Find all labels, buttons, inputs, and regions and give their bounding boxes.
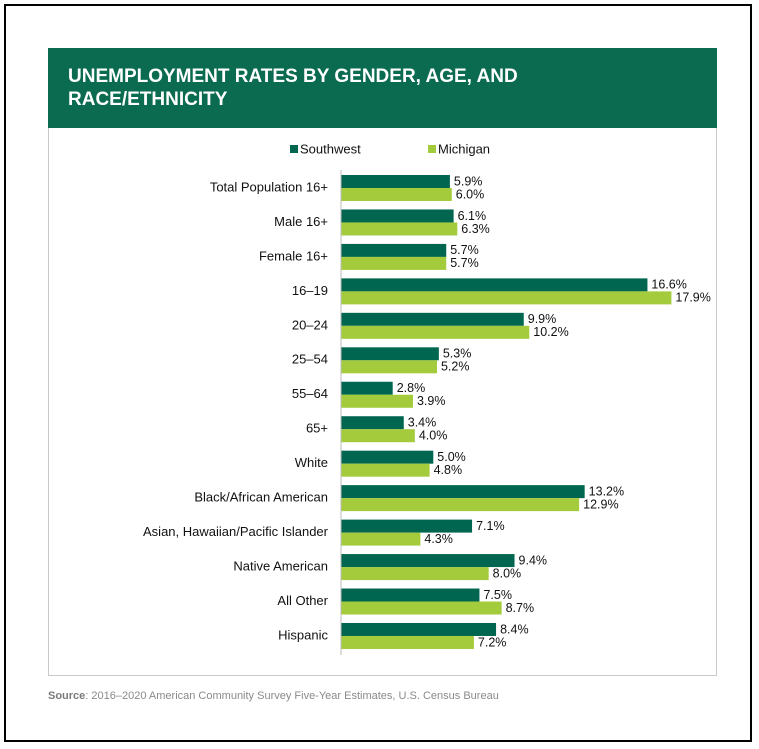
bar	[341, 360, 437, 374]
value-label: 2.8%	[397, 381, 426, 395]
value-label: 4.3%	[424, 532, 453, 546]
bar	[341, 209, 454, 223]
y-tick-label: 65+	[306, 421, 328, 436]
bar	[341, 588, 480, 602]
header: UNEMPLOYMENT RATES BY GENDER, AGE, AND R…	[48, 48, 717, 128]
value-label: 5.0%	[437, 450, 466, 464]
bar	[341, 381, 393, 395]
source-label: Source	[48, 690, 86, 702]
bar	[341, 635, 474, 649]
value-label: 5.7%	[450, 243, 479, 257]
value-label: 5.7%	[450, 256, 479, 270]
frame	[4, 4, 752, 742]
bar	[341, 450, 434, 464]
bar	[341, 519, 473, 533]
value-label: 4.0%	[419, 429, 448, 443]
value-label: 8.0%	[493, 566, 522, 580]
value-label: 7.2%	[478, 635, 507, 649]
y-tick-label: 20–24	[292, 317, 328, 332]
value-label: 10.2%	[533, 325, 568, 339]
value-label: 5.3%	[443, 347, 472, 361]
y-tick-label: Asian, Hawaiian/Pacific Islander	[143, 524, 329, 539]
bar	[341, 394, 413, 408]
bar	[341, 256, 447, 270]
value-label: 12.9%	[583, 497, 618, 511]
legend-label: Michigan	[438, 141, 490, 156]
bar	[341, 485, 585, 499]
y-tick-label: Native American	[233, 558, 328, 573]
source-text: : 2016–2020 American Community Survey Fi…	[85, 690, 499, 702]
bar	[341, 567, 489, 581]
y-tick-label: 55–64	[292, 386, 328, 401]
bar	[341, 278, 648, 292]
value-label: 13.2%	[589, 484, 624, 498]
value-label: 16.6%	[651, 278, 686, 292]
y-tick-label: 25–54	[292, 352, 328, 367]
value-label: 6.1%	[458, 209, 487, 223]
y-tick-label: White	[295, 455, 328, 470]
y-tick-label: Total Population 16+	[210, 179, 328, 194]
y-tick-label: Female 16+	[259, 248, 328, 263]
bar	[341, 532, 421, 546]
bar	[341, 416, 404, 430]
value-label: 5.2%	[441, 360, 470, 374]
bar	[341, 312, 524, 326]
bar	[341, 498, 580, 512]
value-label: 8.7%	[506, 601, 535, 615]
bar	[341, 175, 450, 188]
value-label: 4.8%	[434, 463, 463, 477]
value-label: 17.9%	[675, 291, 710, 305]
value-label: 3.4%	[408, 416, 437, 430]
legend-swatch	[428, 145, 436, 153]
value-label: 7.5%	[483, 588, 512, 602]
value-label: 6.3%	[461, 222, 490, 236]
value-label: 9.9%	[528, 312, 557, 326]
y-tick-label: Male 16+	[274, 214, 328, 229]
value-label: 9.4%	[519, 553, 548, 567]
y-tick-label: 16–19	[292, 283, 328, 298]
bar	[341, 601, 502, 615]
bar	[341, 222, 458, 236]
bar	[341, 325, 530, 339]
value-label: 8.4%	[500, 622, 528, 636]
chart-title: UNEMPLOYMENT RATES BY GENDER, AGE, AND R…	[68, 66, 518, 110]
bar	[341, 188, 452, 201]
value-label: 7.1%	[476, 519, 505, 533]
legend-label: Southwest	[300, 141, 361, 156]
bar	[341, 347, 439, 361]
value-label: 5.9%	[454, 174, 483, 188]
bar	[341, 291, 672, 305]
y-tick-label: Black/African American	[194, 490, 328, 505]
bar	[341, 429, 415, 443]
bar	[341, 243, 447, 257]
y-tick-label: All Other	[277, 593, 328, 608]
bar	[341, 622, 497, 636]
value-label: 6.0%	[456, 187, 485, 201]
bar	[341, 554, 515, 568]
legend-swatch	[290, 145, 298, 153]
bar	[341, 463, 430, 477]
value-label: 3.9%	[417, 394, 446, 408]
source: Source: 2016–2020 American Community Sur…	[48, 690, 499, 702]
y-tick-label: Hispanic	[278, 627, 328, 642]
